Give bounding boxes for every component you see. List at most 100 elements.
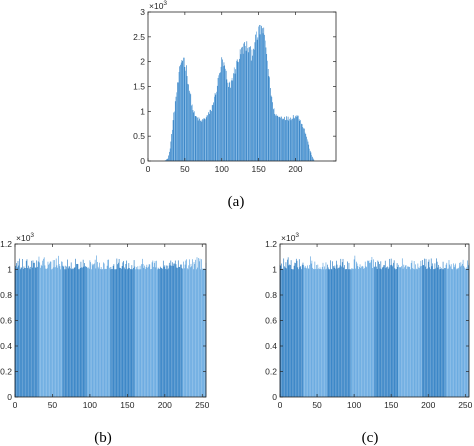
- bar: [175, 96, 177, 161]
- bar: [330, 260, 331, 397]
- bar: [387, 266, 388, 397]
- bar: [455, 263, 456, 397]
- bar: [195, 259, 196, 397]
- bar: [345, 269, 347, 397]
- bar: [112, 269, 113, 397]
- bar: [47, 261, 49, 397]
- bar: [306, 136, 307, 161]
- bar: [306, 139, 308, 161]
- bar: [174, 101, 176, 161]
- bar: [300, 266, 302, 397]
- bar: [16, 263, 17, 397]
- bar: [179, 266, 181, 397]
- bar: [176, 267, 178, 397]
- bar: [93, 264, 94, 397]
- bar: [19, 258, 20, 397]
- bar: [217, 77, 219, 161]
- bar: [178, 267, 180, 397]
- bar: [22, 259, 23, 397]
- bar: [307, 268, 309, 397]
- bar: [294, 118, 296, 161]
- bar: [220, 66, 222, 161]
- bar: [35, 267, 37, 397]
- bar: [459, 262, 460, 397]
- bar: [371, 256, 373, 397]
- bar: [427, 261, 429, 397]
- bar: [174, 260, 176, 397]
- bar: [401, 266, 402, 397]
- bar: [189, 92, 191, 161]
- y-tick-label: 1.2: [265, 239, 277, 249]
- bar: [403, 264, 405, 397]
- bar: [216, 85, 218, 161]
- bar: [404, 267, 405, 397]
- bar: [293, 269, 294, 397]
- bar: [307, 265, 308, 397]
- bar: [342, 258, 344, 397]
- bar: [165, 160, 167, 161]
- bar: [97, 261, 98, 397]
- bar: [134, 266, 136, 397]
- bar: [270, 88, 271, 161]
- bar: [363, 268, 365, 397]
- bar: [376, 269, 378, 397]
- bar: [448, 260, 450, 397]
- y-tick-label: 0.8: [265, 290, 277, 300]
- bar: [177, 267, 178, 397]
- bar: [243, 43, 245, 162]
- bar: [207, 115, 209, 161]
- bar: [288, 120, 290, 161]
- bar: [352, 268, 353, 397]
- bar: [68, 266, 70, 397]
- bar: [299, 120, 301, 161]
- bar: [441, 269, 443, 397]
- bar: [162, 268, 163, 397]
- bar: [333, 266, 334, 397]
- bar: [290, 265, 291, 397]
- bar: [398, 264, 399, 397]
- bar: [408, 266, 410, 397]
- bar: [310, 263, 312, 397]
- bar: [412, 268, 414, 397]
- bar: [382, 266, 384, 397]
- bar: [191, 266, 193, 397]
- bar: [418, 267, 419, 397]
- bar: [419, 268, 420, 397]
- bar: [206, 115, 208, 161]
- bar: [187, 269, 189, 397]
- bar: [354, 255, 356, 397]
- bar: [240, 54, 242, 161]
- bar: [286, 268, 288, 397]
- bar: [179, 66, 181, 161]
- bar: [175, 264, 177, 397]
- bar: [62, 265, 64, 397]
- bar: [157, 267, 159, 397]
- bar: [367, 260, 368, 397]
- bar: [233, 73, 234, 161]
- bar: [317, 264, 319, 397]
- bar: [263, 27, 265, 162]
- bar: [136, 269, 138, 397]
- bar: [230, 87, 231, 161]
- bar: [46, 268, 47, 397]
- bar: [178, 71, 180, 161]
- bar: [428, 259, 430, 397]
- bar: [242, 46, 243, 162]
- bar: [311, 155, 312, 161]
- bar: [401, 258, 403, 397]
- bar: [390, 258, 392, 397]
- bar: [375, 262, 376, 397]
- bar: [312, 267, 313, 397]
- bar: [194, 263, 196, 397]
- bar: [147, 267, 148, 397]
- subfigure-caption: (a): [228, 194, 245, 210]
- bar: [183, 261, 184, 397]
- bar: [142, 258, 143, 397]
- subfigure-caption: (b): [94, 430, 112, 446]
- y-multiplier-exponent: 3: [295, 232, 299, 239]
- bar: [233, 67, 235, 161]
- bar: [165, 265, 167, 397]
- bar: [198, 117, 200, 161]
- bar: [294, 262, 296, 397]
- bar: [111, 269, 112, 397]
